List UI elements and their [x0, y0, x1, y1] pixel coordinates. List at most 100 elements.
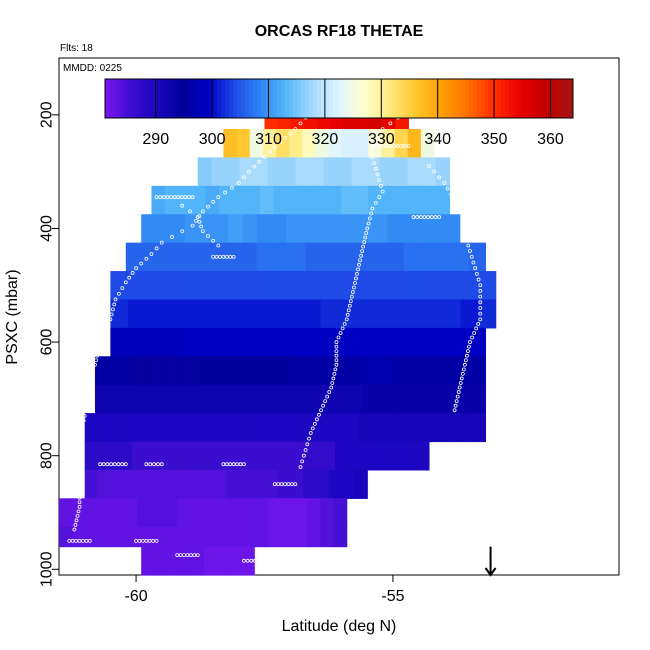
heatmap-cell [232, 299, 252, 329]
heatmap-cell [408, 299, 427, 329]
track-point [315, 417, 319, 422]
track-point [469, 254, 474, 259]
track-point [75, 514, 80, 518]
heatmap-cell [354, 469, 368, 499]
track-point [471, 260, 476, 265]
heatmap-cell [434, 327, 452, 357]
heatmap-cell [238, 469, 253, 499]
track-point [242, 462, 246, 467]
track-point [283, 482, 287, 487]
heatmap-cell [213, 214, 229, 244]
track-point [123, 280, 128, 285]
track-point [453, 403, 458, 408]
heatmap-cell [368, 185, 383, 215]
track-point [84, 381, 89, 385]
colorbar-swatch [393, 79, 398, 118]
heatmap-cell [162, 299, 182, 329]
track-point [183, 195, 188, 200]
track-point [462, 232, 467, 237]
track-point [245, 558, 250, 563]
heatmap-cell [390, 299, 409, 329]
track-point [474, 271, 479, 276]
heatmap-cell [242, 498, 256, 528]
track-point [478, 300, 483, 305]
track-point [137, 539, 142, 543]
x-axis-label: Latitude (deg N) [282, 618, 397, 635]
track-point [308, 431, 313, 435]
track-point [91, 367, 95, 372]
track-point [360, 249, 365, 254]
track-point [303, 448, 308, 452]
colorbar-swatch [129, 79, 134, 118]
heatmap-cell [302, 129, 317, 159]
track-point [347, 303, 352, 308]
track-point [459, 376, 464, 381]
heatmap-cell [343, 384, 362, 414]
colorbar-swatch [349, 79, 354, 118]
colorbar-swatch [169, 79, 174, 118]
track-point [178, 553, 183, 558]
track-point [77, 495, 82, 500]
track-point [84, 539, 89, 543]
track-point [278, 140, 282, 145]
heatmap-cell [469, 242, 487, 272]
heatmap-cell [248, 413, 268, 443]
heatmap-cell [379, 157, 395, 187]
track-point [467, 344, 471, 349]
heatmap-cell [273, 185, 288, 215]
track-point [200, 209, 205, 214]
colorbar-swatch [213, 79, 218, 118]
colorbar-swatch [481, 79, 486, 118]
y-axis: 200 400 600 800 1000 [39, 101, 59, 587]
heatmap-cell [276, 129, 290, 159]
heatmap-cell [414, 356, 433, 386]
colorbar-swatch [405, 79, 410, 118]
heatmap-cell [215, 526, 230, 548]
track-point [216, 243, 221, 248]
colorbar-swatch [257, 79, 262, 118]
colorbar-swatch [269, 79, 274, 118]
track-point [252, 164, 257, 169]
colorbar-swatch [285, 79, 290, 118]
track-point [111, 307, 115, 312]
heatmap-cell [387, 214, 403, 244]
track-point [380, 127, 385, 131]
colorbar-swatch [281, 79, 286, 118]
track-point [236, 181, 241, 185]
track-point [334, 349, 339, 354]
heatmap-cell [290, 356, 309, 386]
heatmap-cell [229, 498, 243, 528]
heatmap-cell [201, 356, 220, 386]
track-point [77, 450, 82, 455]
track-point [86, 376, 91, 381]
heatmap-cell [378, 384, 398, 414]
heatmap-cell [165, 384, 185, 414]
track-point [104, 326, 109, 331]
track-point [74, 539, 79, 543]
track-point [367, 216, 372, 221]
track-point [180, 229, 185, 234]
track-point [79, 427, 84, 432]
heatmap-cell [314, 327, 333, 357]
heatmap-cell [341, 469, 356, 499]
heatmap-cell [59, 526, 73, 548]
heatmap-cell [303, 441, 320, 471]
track-point [342, 321, 347, 326]
colorbar-swatch [309, 79, 314, 118]
colorbar-swatch [341, 79, 346, 118]
track-point [154, 246, 159, 251]
track-point [437, 175, 442, 180]
heatmap-cell [381, 129, 396, 159]
heatmap-cell [294, 498, 309, 528]
colorbar-swatch [453, 79, 458, 118]
heatmap-cell [229, 546, 243, 576]
track-point [272, 145, 277, 150]
heatmap-cell [207, 242, 225, 272]
heatmap-cell [407, 129, 422, 159]
x-axis: -60 -55 [125, 575, 405, 605]
colorbar-tick-label: 320 [312, 131, 339, 148]
track-point [402, 144, 407, 148]
track-point [120, 286, 125, 290]
colorbar-swatch [209, 79, 214, 118]
heatmap-cell [295, 157, 311, 187]
